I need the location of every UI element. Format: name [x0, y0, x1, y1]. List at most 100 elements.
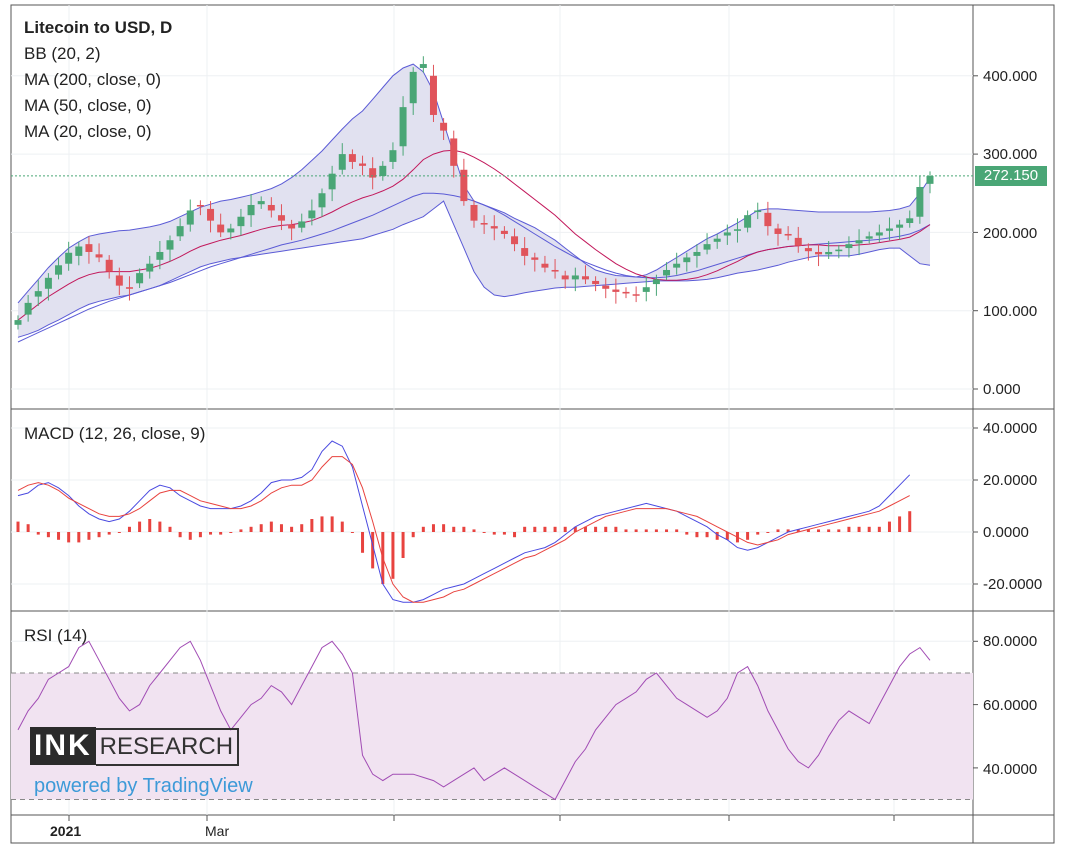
macd-histogram-bar: [391, 532, 395, 579]
macd-histogram-bar: [219, 532, 223, 535]
candle-body: [115, 275, 123, 286]
candle-body: [217, 224, 225, 233]
candle-body: [885, 228, 893, 231]
candle-body: [176, 226, 184, 237]
candle-body: [379, 165, 387, 177]
candle-body: [470, 204, 478, 221]
price-tick-label: 200.000: [983, 225, 1038, 242]
macd-histogram-bar: [533, 526, 537, 532]
macd-histogram-bar: [614, 526, 618, 532]
macd-histogram-bar: [300, 524, 304, 532]
candle-body: [146, 263, 154, 272]
macd-histogram-bar: [158, 521, 162, 532]
macd-tick-label: -20.0000: [983, 576, 1043, 593]
macd-histogram-bar: [249, 526, 253, 532]
macd-histogram-bar: [563, 526, 567, 532]
macd-histogram-bar: [513, 532, 517, 538]
candle-body: [429, 75, 437, 115]
macd-tick-label: 20.0000: [983, 472, 1038, 489]
macd-histogram-bar: [107, 532, 111, 535]
macd-histogram-bar: [188, 532, 192, 540]
rsi-label: RSI (14): [24, 626, 88, 645]
macd-histogram-bar: [675, 529, 679, 532]
logo-research: RESEARCH: [95, 728, 240, 766]
date-tick-label: Mar: [205, 823, 230, 839]
macd-histogram-bar: [209, 532, 213, 535]
candle-body: [257, 201, 265, 205]
macd-histogram-bar: [827, 529, 831, 532]
macd-histogram-bar: [178, 532, 182, 538]
macd-histogram-bar: [725, 532, 729, 540]
macd-histogram-bar: [350, 532, 354, 533]
candle-body: [693, 251, 701, 256]
macd-histogram-bar: [290, 526, 294, 532]
candle-body: [612, 289, 620, 292]
candle-body: [156, 251, 164, 260]
macd-histogram-bar: [786, 529, 790, 532]
powered-by-link[interactable]: powered by TradingView: [34, 775, 253, 797]
candle-body: [744, 215, 752, 228]
macd-histogram-bar: [269, 521, 273, 532]
candle-body: [713, 238, 721, 242]
candle-body: [389, 150, 397, 162]
macd-histogram-bar: [654, 529, 658, 532]
ma20-line: [17, 149, 931, 321]
date-tick-label: 2021: [50, 823, 82, 839]
candle-body: [622, 291, 630, 294]
macd-histogram-bar: [77, 532, 81, 543]
candle-body: [835, 249, 843, 252]
rsi-band: [11, 672, 973, 800]
candle-body: [85, 244, 93, 252]
macd-histogram-bar: [817, 529, 821, 532]
price-tick-label: 0.000: [983, 381, 1021, 398]
candle-body: [602, 285, 610, 289]
macd-histogram-bar: [361, 532, 365, 553]
candle-body: [166, 240, 174, 250]
candle-body: [865, 236, 873, 239]
macd-histogram-bar: [148, 519, 152, 532]
candle-body: [916, 186, 924, 217]
macd-histogram-bar: [371, 532, 375, 569]
candle-body: [531, 257, 539, 260]
candle-body: [34, 291, 42, 297]
candle-body: [440, 122, 448, 131]
macd-histogram-bar: [229, 532, 233, 533]
legend-ma20: MA (20, close, 0): [24, 122, 152, 141]
macd-histogram-bar: [857, 526, 861, 532]
macd-histogram-bar: [97, 532, 101, 538]
macd-histogram-bar: [573, 526, 577, 532]
macd-histogram-bar: [198, 532, 202, 538]
candle-body: [764, 212, 772, 227]
macd-histogram-bar: [431, 524, 435, 532]
candle-body: [338, 154, 346, 170]
macd-histogram-bar: [624, 529, 628, 532]
candle-body: [855, 240, 863, 244]
rsi-tick-label: 80.0000: [983, 633, 1038, 650]
rsi-tick-label: 40.0000: [983, 761, 1038, 778]
macd-histogram-bar: [806, 529, 810, 532]
candle-body: [906, 218, 914, 224]
candle-body: [683, 257, 691, 263]
candle-body: [55, 265, 63, 275]
candle-body: [318, 193, 326, 208]
candle-body: [784, 233, 792, 236]
macd-histogram-bar: [330, 516, 334, 532]
macd-histogram-bar: [877, 526, 881, 532]
candle-body: [409, 71, 417, 104]
bollinger-lower: [17, 200, 931, 338]
candle-body: [480, 223, 488, 225]
candle-body: [815, 251, 823, 255]
macd-histogram-bar: [259, 524, 263, 532]
macd-histogram-bar: [705, 532, 709, 538]
macd-histogram-bar: [644, 529, 648, 532]
macd-histogram-bar: [746, 532, 750, 540]
macd-histogram-bar: [239, 529, 243, 532]
macd-histogram-bar: [87, 532, 91, 540]
candle-body: [14, 320, 22, 325]
candle-body: [642, 287, 650, 292]
candle-body: [733, 229, 741, 231]
candle-body: [237, 216, 245, 227]
macd-histogram-bar: [421, 526, 425, 532]
macd-tick-label: 0.0000: [983, 524, 1029, 541]
